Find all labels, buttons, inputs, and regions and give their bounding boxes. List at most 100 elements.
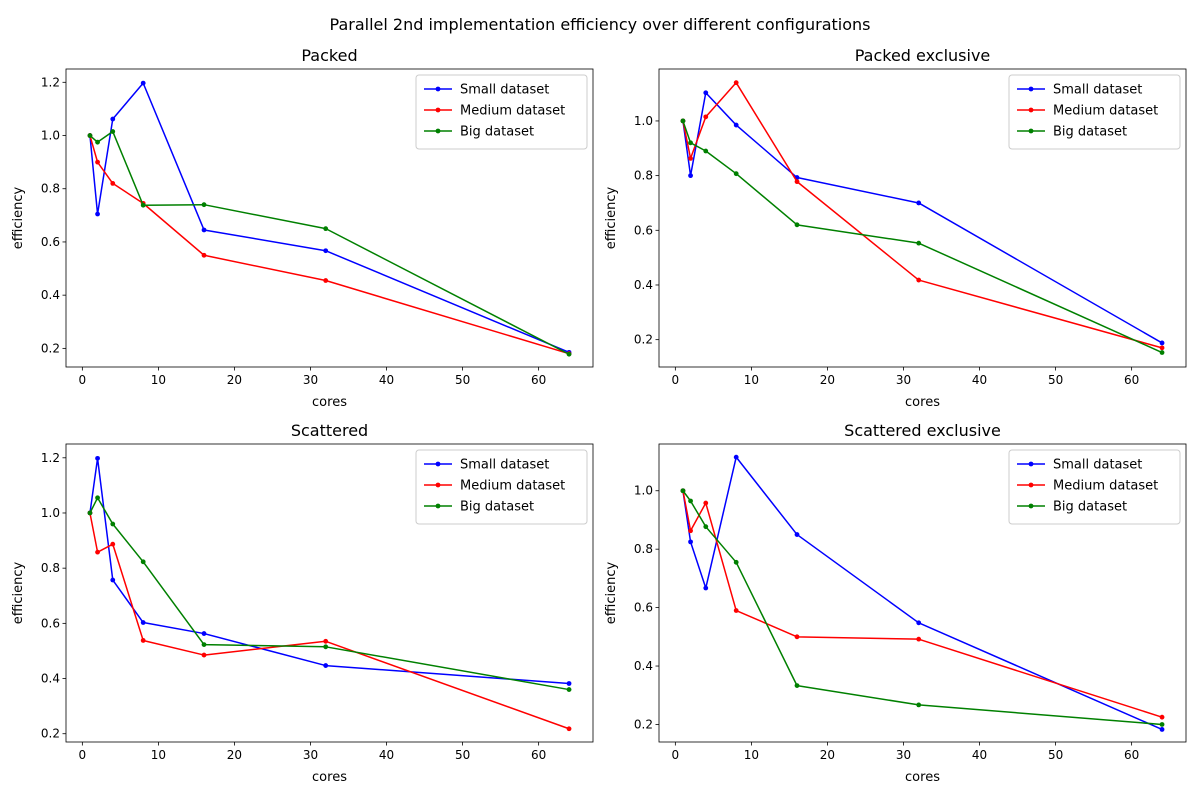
y-tick-label: 1.0 [41,129,60,143]
data-point [733,171,739,177]
axes-frame [658,68,1187,368]
x-axis-label: cores [312,770,347,785]
data-point [110,116,116,122]
y-tick-label: 0.4 [41,672,60,686]
subplot-title: Packed exclusive [855,46,991,65]
data-point [794,683,800,689]
data-point [688,528,693,534]
legend: Small dataset Medium dataset Big dataset [1008,449,1181,525]
legend-marker [1028,86,1034,92]
x-axis-label: cores [312,395,347,410]
y-tick-label: 0.2 [41,727,60,741]
legend-box [1008,74,1181,150]
x-tick-label: 30 [896,748,911,762]
y-tick-label: 0.2 [634,717,653,731]
data-point [916,200,922,206]
data-point [110,181,116,186]
x-tick-label: 50 [1048,373,1063,387]
data-point [688,498,693,504]
y-tick-label: 0.8 [634,169,653,183]
y-tick-label: 0.8 [41,182,60,196]
legend-label: Big dataset [460,500,534,515]
x-tick-label: 50 [1048,748,1063,762]
x-tick-label: 10 [151,373,166,387]
legend-marker [1028,482,1034,488]
data-point [703,524,709,530]
data-point [1159,722,1165,727]
data-point [110,541,116,547]
legend-label: Small dataset [1053,83,1142,98]
data-point [95,211,100,217]
legend: Small dataset Medium dataset Big dataset [415,449,588,525]
data-point [916,636,922,642]
data-point [323,248,329,254]
legend-marker [1028,107,1034,113]
x-tick-label: 20 [820,748,835,762]
legend-marker [435,482,441,488]
figure-suptitle: Parallel 2nd implementation efficiency o… [330,15,871,34]
data-point [87,510,93,516]
x-tick-label: 40 [972,373,987,387]
data-point [140,202,146,208]
data-point [323,278,329,283]
data-point [688,140,693,146]
data-point [1159,345,1165,351]
data-point [110,129,116,134]
x-tick-label: 20 [820,373,835,387]
legend-marker [435,461,441,467]
y-tick-label: 0.4 [41,288,60,302]
x-tick-label: 10 [151,748,166,762]
data-point [201,202,207,208]
subplot-2: Packed exclusive 0 10 20 30 40 50 60 0.2 0.4 0.6 0.… [604,46,1187,410]
x-tick-label: 60 [531,748,546,762]
subplots: Packed 0 10 20 30 40 50 60 0.2 0.4 0.6 0.8 1.0 1.2 cor… [11,46,1187,785]
legend-label: Medium dataset [460,479,565,494]
subplot-title: Scattered exclusive [844,421,1001,440]
y-axis-label: efficiency [604,561,619,624]
data-point [733,608,739,613]
data-point [140,638,146,643]
data-point [1159,714,1165,720]
legend-label: Medium dataset [1053,479,1158,494]
x-axis-label: cores [905,395,940,410]
x-tick-label: 50 [455,373,470,387]
data-point [95,139,100,145]
data-point [794,222,800,228]
data-point [201,252,207,258]
x-tick-label: 40 [379,748,394,762]
data-point [201,631,207,636]
x-tick-label: 30 [303,373,318,387]
data-point [703,500,709,506]
data-point [1159,340,1165,346]
subplot-1: Packed 0 10 20 30 40 50 60 0.2 0.4 0.6 0.8 1.0 1.2 cor… [11,46,594,410]
legend: Small dataset Medium dataset Big dataset [1008,74,1181,150]
subplot-3: Scattered 0 10 20 30 40 50 60 0.2 0.4 0.6 0.8 1.0 1.2… [11,421,594,785]
legend-box [1008,449,1181,525]
legend-label: Big dataset [1053,500,1127,515]
legend-label: Small dataset [460,83,549,98]
data-point [916,240,922,246]
x-tick-label: 50 [455,748,470,762]
data-point [323,663,329,668]
data-point [95,495,100,501]
y-axis-label: efficiency [11,186,26,249]
data-point [733,80,739,86]
legend-label: Big dataset [460,125,534,140]
axes-frame [65,68,594,368]
x-tick-label: 40 [379,373,394,387]
data-point [566,687,572,692]
data-point [1159,727,1165,732]
data-point [95,159,100,165]
data-point [201,642,207,647]
y-tick-label: 0.4 [634,659,653,673]
data-point [794,179,800,185]
y-tick-label: 0.6 [634,601,653,615]
x-tick-label: 30 [896,373,911,387]
y-tick-label: 0.6 [634,223,653,237]
data-point [87,133,93,138]
data-point [916,277,922,283]
x-tick-label: 20 [227,373,242,387]
legend-marker [1028,128,1034,134]
data-point [110,521,116,527]
x-tick-label: 20 [227,748,242,762]
